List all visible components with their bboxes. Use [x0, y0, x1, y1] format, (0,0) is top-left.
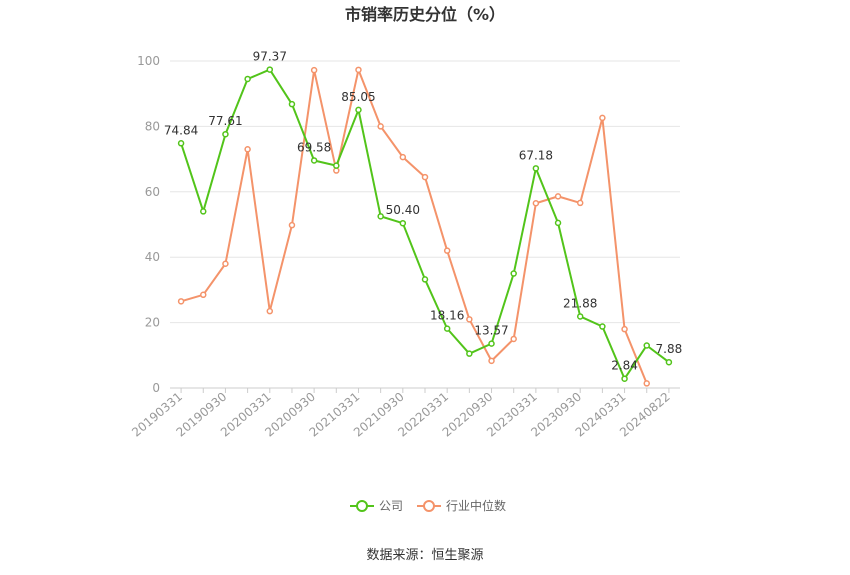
data-label: 69.58 [297, 140, 331, 154]
data-label: 18.16 [430, 309, 464, 323]
data-point [643, 342, 650, 349]
legend-marker [423, 500, 435, 512]
y-tick-label: 60 [145, 185, 160, 199]
legend-label: 公司 [379, 499, 403, 513]
chart-title: 市销率历史分位（%） [345, 5, 505, 24]
data-point [443, 247, 451, 254]
data-label: 7.88 [656, 342, 683, 356]
data-label: 67.18 [519, 148, 553, 162]
data-point [599, 323, 606, 330]
data-point [554, 193, 562, 200]
grid [170, 60, 680, 389]
data-point [355, 66, 362, 74]
data-point [244, 146, 251, 153]
data-point [466, 316, 473, 323]
data-point [643, 380, 650, 387]
data-point [532, 165, 540, 172]
data-point [665, 358, 673, 366]
data-point [266, 66, 274, 73]
data-label: 13.57 [474, 324, 508, 338]
data-labels: 74.84 77.61 97.37 69.58 85.05 50.40 18.16 13.57… [164, 50, 682, 373]
data-point [266, 307, 274, 315]
series-line [180, 68, 648, 384]
y-tick-label: 20 [145, 316, 160, 330]
data-point [510, 335, 517, 343]
data-point [200, 208, 207, 215]
series-layer [177, 66, 673, 387]
data-point [177, 140, 185, 147]
data-label: 74.84 [164, 123, 198, 137]
y-tick-label: 40 [145, 250, 160, 264]
data-point [222, 260, 229, 267]
data-point [310, 157, 318, 164]
legend[interactable]: 公司 行业中位数 [350, 498, 506, 513]
data-point [510, 270, 517, 277]
data-point [532, 199, 540, 207]
legend-item[interactable]: 公司 [350, 499, 403, 513]
legend-label: 行业中位数 [446, 498, 506, 513]
data-point [333, 162, 340, 169]
data-point [488, 340, 495, 347]
data-point [200, 291, 207, 299]
data-point [222, 130, 229, 138]
data-point [621, 375, 628, 382]
y-tick-label: 100 [137, 54, 160, 68]
y-tick-label: 80 [145, 119, 160, 133]
data-point [310, 66, 318, 74]
data-point [421, 276, 429, 283]
data-point [377, 123, 384, 130]
data-label: 85.05 [341, 90, 375, 104]
data-point [288, 221, 296, 229]
data-point [288, 100, 296, 108]
data-point [355, 106, 362, 114]
data-label: 50.40 [386, 203, 420, 217]
data-label: 77.61 [208, 114, 242, 128]
legend-marker [356, 500, 368, 512]
data-point [399, 219, 407, 227]
y-axis: 0 20 40 60 80 100 [137, 54, 160, 395]
data-point [599, 114, 606, 122]
legend-item[interactable]: 行业中位数 [417, 498, 506, 513]
data-point [466, 350, 473, 357]
x-axis: 2019033120190930202003312020093020210331… [129, 387, 680, 440]
data-point [488, 357, 495, 365]
data-point [377, 213, 384, 220]
series-line [180, 68, 670, 380]
data-point [576, 313, 584, 320]
y-tick-label: 0 [152, 381, 160, 395]
data-point [421, 173, 429, 181]
data-label: 21.88 [563, 296, 597, 310]
data-point [399, 153, 407, 161]
data-label: 2.84 [611, 359, 638, 373]
data-point [621, 325, 628, 333]
data-point [443, 325, 451, 332]
data-point [576, 199, 584, 207]
data-point [244, 75, 251, 83]
data-point [554, 219, 562, 227]
source-note: 数据来源：恒生聚源 [366, 548, 483, 563]
data-point [177, 298, 185, 305]
data-label: 97.37 [253, 50, 287, 64]
